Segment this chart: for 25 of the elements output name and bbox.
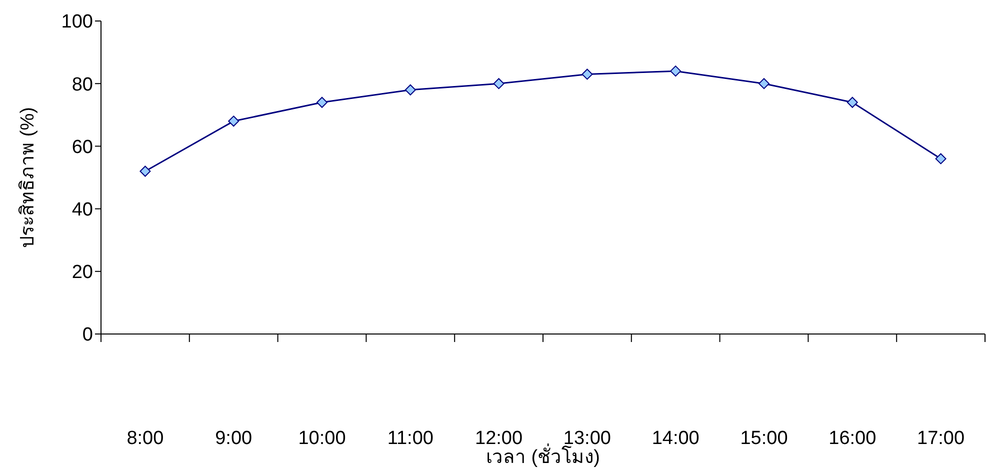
y-tick-label: 60 xyxy=(72,136,93,158)
y-tick-label: 80 xyxy=(72,74,93,96)
x-tick-label: 16:00 xyxy=(828,428,876,449)
point xyxy=(758,78,770,90)
point xyxy=(670,66,682,77)
y-tick-label: 20 xyxy=(72,262,93,284)
x-tick-label: 10:00 xyxy=(298,428,346,449)
y-axis-title: ประสิทธิภาพ (%) xyxy=(18,107,38,248)
y-tick-label: 100 xyxy=(61,12,93,33)
x-tick-label: 9:00 xyxy=(215,428,252,449)
point xyxy=(404,84,416,96)
point xyxy=(316,96,328,108)
x-tick-label: 8:00 xyxy=(126,428,164,449)
y-tick-label: 0 xyxy=(82,324,93,346)
x-tick-label: 17:00 xyxy=(917,428,965,449)
point xyxy=(140,166,151,177)
point xyxy=(846,96,858,108)
y-tick-label: 40 xyxy=(72,200,93,221)
x-tick-label: 14:00 xyxy=(652,428,700,449)
x-tick-label: 11:00 xyxy=(387,428,434,449)
point xyxy=(582,68,593,80)
point xyxy=(935,153,946,164)
point xyxy=(493,78,504,90)
x-tick-label: 15:00 xyxy=(740,428,788,449)
point xyxy=(228,116,240,127)
